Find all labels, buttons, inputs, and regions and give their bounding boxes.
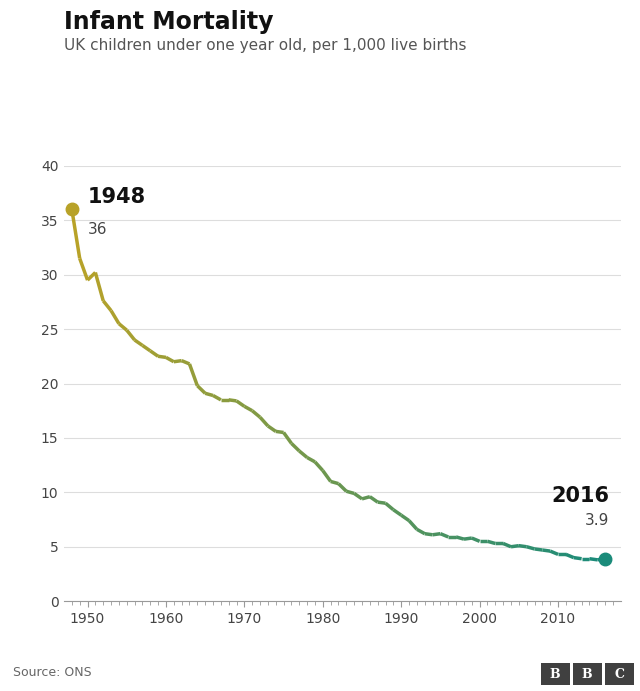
Text: B: B [582, 668, 593, 681]
Text: 3.9: 3.9 [585, 513, 609, 528]
Text: C: C [614, 668, 624, 681]
Text: Infant Mortality: Infant Mortality [64, 10, 273, 35]
Text: 1948: 1948 [88, 187, 146, 207]
Text: Source: ONS: Source: ONS [13, 665, 92, 679]
Text: B: B [550, 668, 561, 681]
Text: UK children under one year old, per 1,000 live births: UK children under one year old, per 1,00… [64, 38, 467, 53]
Text: 36: 36 [88, 223, 107, 238]
Text: 2016: 2016 [551, 486, 609, 507]
